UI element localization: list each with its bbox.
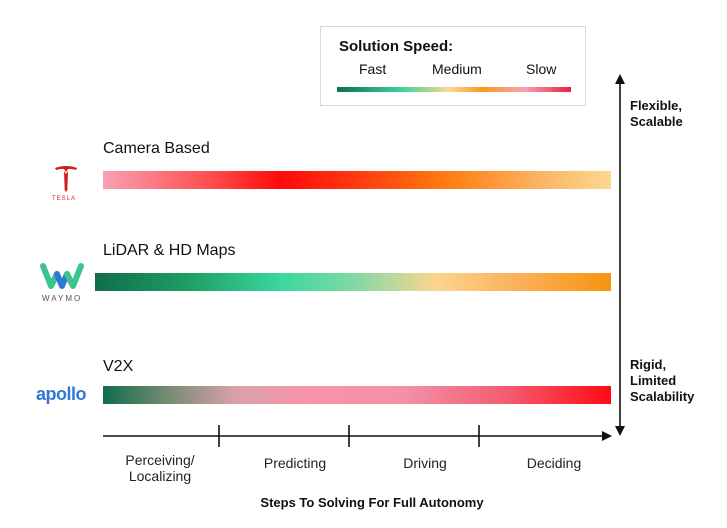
tesla-wordmark: TESLA (52, 196, 77, 202)
legend-gradient-bar (337, 87, 571, 92)
legend-medium-label: Medium (432, 61, 482, 77)
y-axis-arrowhead-bottom (615, 426, 625, 436)
step-perceiving-line2: Localizing (128, 468, 192, 484)
step-perceiving-line1: Perceiving/ (125, 452, 195, 468)
row-label-lidar: LiDAR & HD Maps (103, 242, 236, 259)
x-axis-arrowhead (602, 431, 612, 441)
y-top-line1: Flexible, (630, 98, 683, 113)
waymo-wordmark: WAYMO (42, 294, 83, 303)
waymo-logo: WAYMO (40, 262, 84, 310)
legend-title: Solution Speed: (339, 38, 454, 55)
v2x-bar (103, 386, 611, 404)
y-axis-bottom-label: Rigid, Limited Scalability (630, 357, 694, 405)
y-bottom-line1: Rigid, (630, 357, 667, 372)
legend-fast-label: Fast (359, 61, 387, 77)
tesla-t-icon (55, 166, 77, 192)
x-axis-title: Steps To Solving For Full Autonomy (260, 495, 484, 510)
row-label-camera: Camera Based (103, 140, 210, 157)
step-deciding: Deciding (526, 455, 582, 471)
camera-based-bar (103, 171, 611, 189)
step-perceiving-localizing: Perceiving/ Localizing (110, 452, 210, 484)
step-driving: Driving (403, 455, 447, 471)
tesla-logo: TESLA (50, 162, 82, 206)
lidar-hd-maps-bar (95, 273, 611, 291)
waymo-w-icon (40, 263, 84, 289)
apollo-logo: apollo (36, 384, 87, 404)
y-bottom-line2: Limited (630, 373, 677, 388)
y-top-line2: Scalable (630, 114, 683, 129)
legend-slow-label: Slow (526, 61, 557, 77)
step-predicting: Predicting (263, 455, 327, 471)
y-axis-top-label: Flexible, Scalable (630, 98, 683, 130)
row-label-v2x: V2X (103, 358, 134, 375)
y-axis-arrowhead-top (615, 74, 625, 84)
y-bottom-line3: Scalability (630, 389, 695, 404)
speed-legend: Solution Speed: Fast Medium Slow (320, 26, 586, 106)
